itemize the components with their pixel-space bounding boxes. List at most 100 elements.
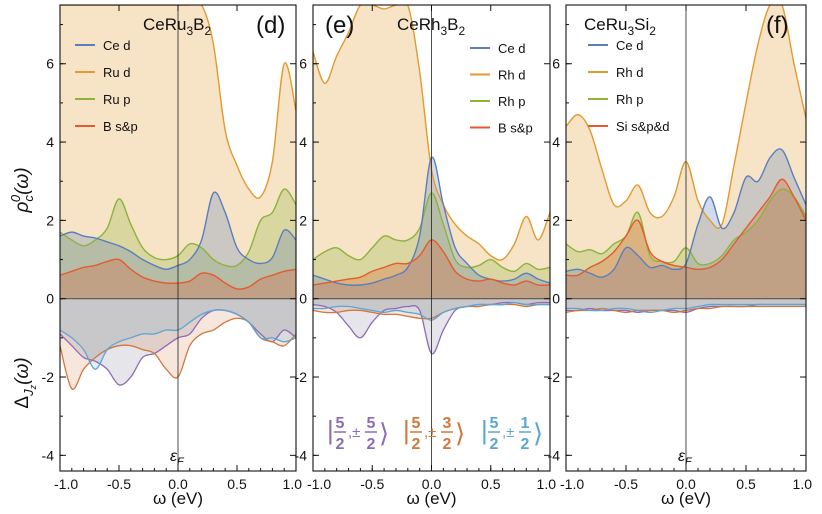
panel-title-f: CeRu3Si2 [584, 15, 656, 38]
hyb-legend-item-2: | 52,±32 ⟩ [403, 415, 465, 453]
panel-f: -1.0 -0.5 0.0 0.5 1.0 -4 -2 0 2 4 6 CeRu3Si2 (f) Ce d… [548, 4, 813, 508]
y-tick-label-e: -4 [295, 447, 308, 463]
x-tick-label-d: 1.0 [283, 476, 303, 492]
x-tick-label-e: 0.0 [422, 476, 442, 492]
panel-title-e: CeRh3B2 [397, 15, 466, 38]
y-tick-label-e: 0 [299, 291, 307, 307]
area-f-rh-p [566, 188, 806, 299]
fermi-label-f: εF [678, 448, 693, 468]
frac-j-num: 5 [412, 415, 421, 432]
panel-label-d: (d) [256, 12, 285, 39]
frac-j-den: 2 [412, 436, 421, 453]
frac-m-num: 3 [443, 415, 452, 432]
hyb-legend-item-3: | 52,±12 ⟩ [481, 415, 543, 453]
x-tick-label-d: -1.0 [54, 476, 78, 492]
legend-label-e: Rh d [498, 68, 525, 83]
panel-label-f: (f) [766, 12, 789, 39]
panel-e: -1.0 -0.5 0.0 0.5 1.0 -4 -2 0 2 4 6 CeRh3B2 (e) Ce d R… [295, 4, 557, 508]
area-f-si-s-p-d [566, 179, 806, 299]
frac-m-den: 2 [367, 436, 376, 453]
x-tick-label-f: 0.5 [736, 476, 756, 492]
legend-label-d: Ce d [103, 38, 130, 53]
plot-area-f [566, 5, 806, 314]
y-tick-label-d: 0 [46, 291, 54, 307]
frac-j-num: 5 [490, 415, 499, 432]
y-tick-label-f: 4 [552, 134, 560, 150]
y-tick-label-e: -2 [295, 369, 308, 385]
y-axis-label-top: ρc0(ω) [8, 167, 36, 213]
y-tick-label-d: 6 [46, 56, 54, 72]
frac-j-num: 5 [336, 415, 345, 432]
x-tick-label-e: -1.0 [307, 476, 331, 492]
line-d-ru-d [60, 5, 296, 200]
y-tick-label-d: 4 [46, 134, 54, 150]
panel-title-d: CeRu3B2 [143, 15, 212, 38]
y-tick-label-e: 4 [299, 134, 307, 150]
legend-label-d: B s&p [103, 119, 138, 134]
frac-m-num: 1 [521, 415, 530, 432]
x-tick-label-f: -0.5 [614, 476, 638, 492]
x-tick-label-e: 1.0 [537, 476, 557, 492]
y-tick-label-e: 6 [299, 56, 307, 72]
ket-close: ⟩ [455, 418, 465, 448]
y-tick-label-d: -4 [42, 447, 55, 463]
ket-close: ⟩ [379, 418, 389, 448]
legend-label-f: Ce d [616, 38, 643, 53]
frac-m-num: 5 [367, 415, 376, 432]
legend-label-f: Si s&p&d [616, 119, 669, 134]
ket-close: ⟩ [533, 418, 543, 448]
ket-bar: | [327, 415, 334, 445]
y-tick-label-d: -2 [42, 369, 55, 385]
x-tick-label-d: 0.0 [168, 476, 188, 492]
legend-label-d: Ru d [103, 65, 130, 80]
y-tick-label-f: -4 [548, 447, 561, 463]
area-e-rh-d [313, 5, 550, 299]
area-f-rh-d [566, 5, 806, 299]
y-tick-label-f: 2 [552, 212, 560, 228]
legend-label-e: Ce d [498, 41, 525, 56]
legend-f: Ce d Rh d Rh p Si s&p&d [588, 38, 669, 134]
y-tick-label-f: 0 [552, 291, 560, 307]
legend-d: Ce d Ru d Ru p B s&p [75, 38, 138, 134]
y-axis-label-bottom: ΔJz(ω) [12, 357, 38, 408]
x-tick-label-f: 0.0 [676, 476, 696, 492]
panel-label-e: (e) [325, 12, 354, 39]
hyb-area-d-1 [60, 298, 296, 386]
y-tick-label-d: 2 [46, 212, 54, 228]
area-d-b-s-p [60, 259, 296, 299]
ket-sep: ,± [424, 424, 436, 441]
x-tick-label-d: -0.5 [107, 476, 131, 492]
x-tick-label-e: 0.5 [481, 476, 501, 492]
fermi-label-d: εF [170, 448, 185, 468]
area-d-ru-p [60, 188, 296, 299]
legend-label-e: Rh p [498, 94, 525, 109]
hyb-area-d-3 [60, 298, 296, 370]
x-axis-label-f: ω (eV) [661, 489, 711, 508]
frac-m-den: 2 [521, 436, 530, 453]
x-tick-label-f: -1.0 [560, 476, 584, 492]
hyb-legend-item-1: | 52,±52 ⟩ [327, 415, 389, 453]
y-tick-label-e: 2 [299, 212, 307, 228]
legend-label-f: Rh p [616, 92, 643, 107]
frac-j-den: 2 [490, 436, 499, 453]
ket-sep: ,± [502, 424, 514, 441]
y-tick-label-f: -2 [548, 369, 561, 385]
x-tick-label-f: 1.0 [793, 476, 813, 492]
legend-label-d: Ru p [103, 92, 130, 107]
legend-label-f: Rh d [616, 65, 643, 80]
area-d-ce-d [60, 192, 296, 299]
hyb-legend: | 52,±52 ⟩ | 52,±32 ⟩ | 52,±12 ⟩ [327, 415, 543, 453]
x-tick-label-d: 0.5 [227, 476, 247, 492]
x-tick-label-e: -0.5 [360, 476, 384, 492]
area-f-ce-d [566, 148, 806, 299]
frac-j-den: 2 [336, 436, 345, 453]
ket-bar: | [403, 415, 410, 445]
x-axis-label-e: ω (eV) [406, 489, 456, 508]
legend-e: Ce d Rh d Rh p B s&p [470, 41, 533, 136]
line-e-rh-d [313, 5, 550, 261]
legend-label-e: B s&p [498, 121, 533, 136]
x-axis-label-d: ω (eV) [153, 489, 203, 508]
frac-m-den: 2 [443, 436, 452, 453]
ket-sep: ,± [348, 424, 360, 441]
